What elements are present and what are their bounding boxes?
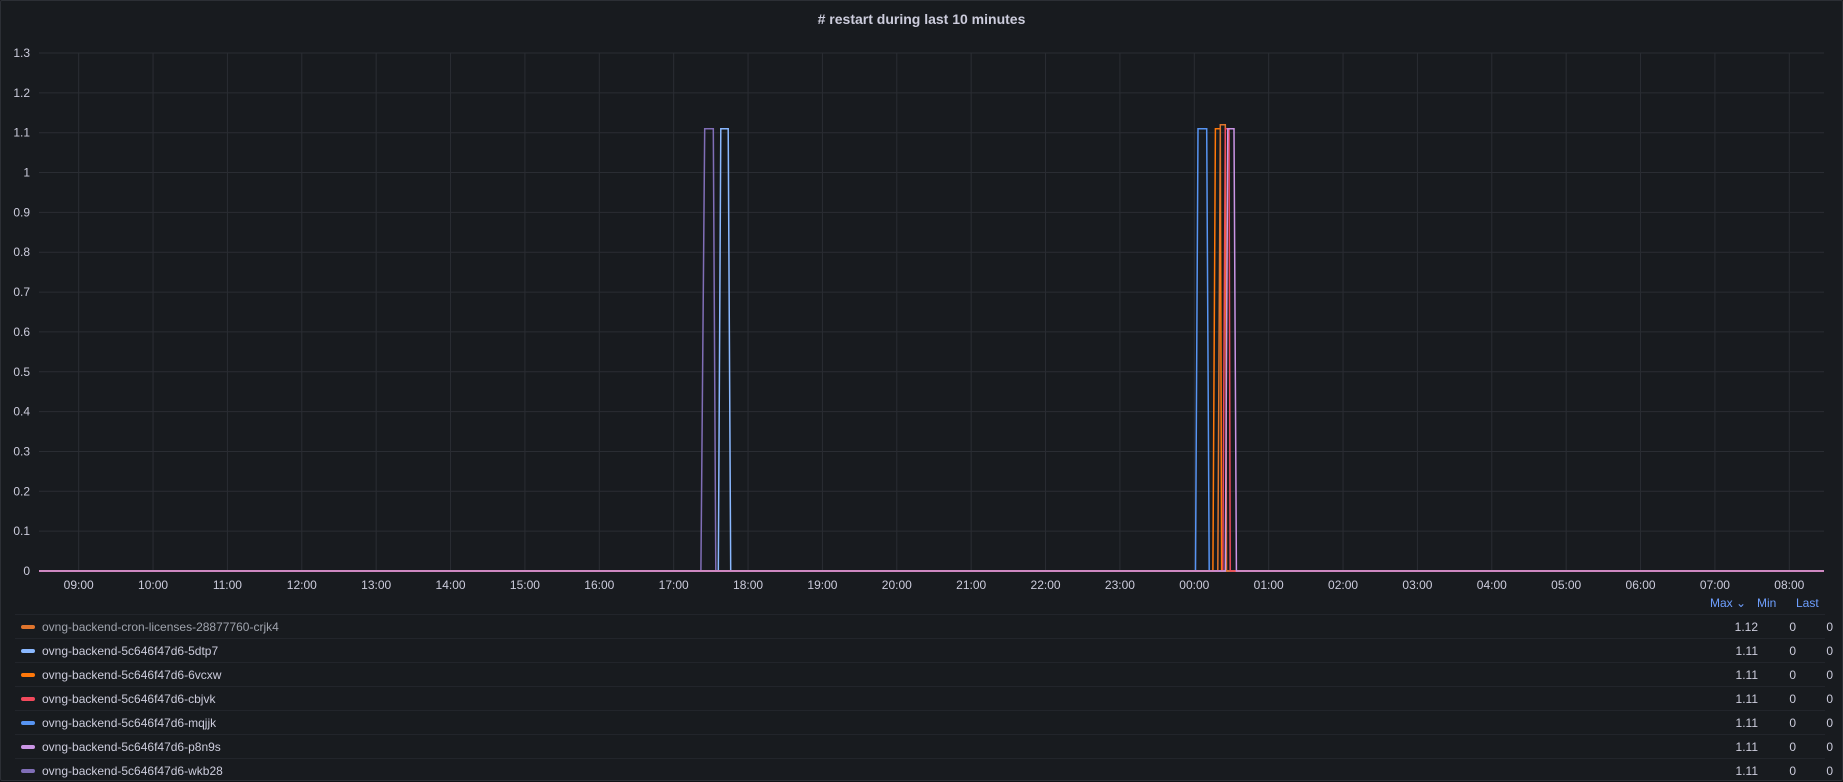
- y-tick-label: 1.3: [13, 46, 30, 60]
- legend-max-value: 1.11: [1735, 764, 1758, 778]
- legend-series-name[interactable]: ovng-backend-5c646f47d6-6vcxw: [42, 668, 222, 682]
- legend-min-value: 0: [1789, 620, 1796, 634]
- x-tick-label: 07:00: [1700, 578, 1730, 592]
- x-tick-label: 21:00: [956, 578, 986, 592]
- legend-max-value: 1.11: [1735, 740, 1758, 754]
- legend-row[interactable]: ovng-backend-5c646f47d6-5dtp7 1.11 0 0: [15, 638, 1833, 662]
- legend-series-name[interactable]: ovng-backend-5c646f47d6-wkb28: [42, 764, 223, 778]
- legend-min-value: 0: [1789, 740, 1796, 754]
- legend-series-name[interactable]: ovng-backend-5c646f47d6-cbjvk: [42, 692, 216, 706]
- legend-color-swatch[interactable]: [21, 769, 35, 773]
- legend-min-value: 0: [1789, 692, 1796, 706]
- panel-title[interactable]: # restart during last 10 minutes: [817, 11, 1026, 27]
- legend-series-name[interactable]: ovng-backend-5c646f47d6-p8n9s: [42, 740, 221, 754]
- y-tick-label: 0.5: [13, 365, 30, 379]
- legend-series-name[interactable]: ovng-backend-5c646f47d6-5dtp7: [42, 644, 219, 658]
- legend-last-value: 0: [1826, 644, 1833, 658]
- x-tick-label: 03:00: [1402, 578, 1432, 592]
- series-line-ovng-backend-5c646f47d6-p8n9s[interactable]: [39, 127, 1824, 572]
- x-tick-label: 06:00: [1626, 578, 1656, 592]
- legend-row[interactable]: ovng-backend-5c646f47d6-cbjvk 1.11 0 0: [15, 686, 1833, 710]
- legend-series-name[interactable]: ovng-backend-5c646f47d6-mqjjk: [42, 716, 217, 730]
- series-line-ovng-backend-5c646f47d6-5dtp7[interactable]: [39, 127, 1824, 572]
- y-tick-label: 0.8: [13, 245, 30, 259]
- legend-color-swatch[interactable]: [21, 721, 35, 725]
- y-tick-label: 1: [23, 166, 30, 180]
- legend-last-value: 0: [1826, 716, 1833, 730]
- x-tick-label: 12:00: [287, 578, 317, 592]
- y-tick-label: 0.3: [13, 444, 30, 458]
- legend-max-value: 1.11: [1735, 716, 1758, 730]
- series-line-ovng-backend-5c646f47d6-mqjjk[interactable]: [39, 127, 1824, 572]
- legend-row[interactable]: ovng-backend-5c646f47d6-p8n9s 1.11 0 0: [15, 734, 1833, 758]
- legend-header-min[interactable]: Min: [1757, 596, 1777, 610]
- legend-color-swatch[interactable]: [21, 625, 35, 629]
- legend-color-swatch[interactable]: [21, 745, 35, 749]
- legend-color-swatch[interactable]: [21, 673, 35, 677]
- y-tick-label: 0.7: [13, 285, 30, 299]
- x-tick-label: 13:00: [361, 578, 391, 592]
- y-tick-label: 0.1: [13, 524, 30, 538]
- x-tick-label: 22:00: [1031, 578, 1061, 592]
- y-tick-label: 0.4: [13, 405, 30, 419]
- legend-header: Max ⌄ Min Last: [1, 593, 1842, 613]
- x-tick-label: 04:00: [1477, 578, 1507, 592]
- legend-last-value: 0: [1826, 668, 1833, 682]
- legend-last-value: 0: [1826, 740, 1833, 754]
- x-tick-label: 14:00: [436, 578, 466, 592]
- x-tick-label: 02:00: [1328, 578, 1358, 592]
- x-tick-label: 09:00: [64, 578, 94, 592]
- legend-min-value: 0: [1789, 668, 1796, 682]
- legend-row[interactable]: ovng-backend-cron-licenses-28877760-crjk…: [15, 614, 1833, 638]
- legend-min-value: 0: [1789, 716, 1796, 730]
- legend-min-value: 0: [1789, 644, 1796, 658]
- legend-color-swatch[interactable]: [21, 697, 35, 701]
- series-line-ovng-backend-5c646f47d6-wkb28[interactable]: [39, 127, 1824, 572]
- legend-max-value: 1.11: [1735, 644, 1758, 658]
- x-tick-label: 10:00: [138, 578, 168, 592]
- legend-min-value: 0: [1789, 764, 1796, 778]
- legend-color-swatch[interactable]: [21, 649, 35, 653]
- x-tick-label: 23:00: [1105, 578, 1135, 592]
- series-line-ovng-backend-5c646f47d6-6vcxw[interactable]: [39, 127, 1824, 572]
- y-tick-label: 0.9: [13, 205, 30, 219]
- x-tick-label: 17:00: [659, 578, 689, 592]
- legend-series-name[interactable]: ovng-backend-cron-licenses-28877760-crjk…: [42, 620, 279, 634]
- series-line-ovng-backend-5c646f47d6-cbjvk[interactable]: [39, 127, 1824, 572]
- y-tick-label: 0: [23, 564, 30, 578]
- x-tick-label: 19:00: [807, 578, 837, 592]
- legend-last-value: 0: [1826, 620, 1833, 634]
- x-tick-label: 11:00: [213, 578, 242, 592]
- legend-max-value: 1.12: [1734, 620, 1758, 634]
- x-tick-label: 05:00: [1551, 578, 1581, 592]
- x-tick-label: 08:00: [1774, 578, 1804, 592]
- legend-last-value: 0: [1826, 692, 1833, 706]
- legend-row[interactable]: ovng-backend-5c646f47d6-6vcxw 1.11 0 0: [15, 662, 1833, 686]
- x-tick-label: 20:00: [882, 578, 912, 592]
- legend-header-max[interactable]: Max ⌄: [1710, 596, 1747, 610]
- x-tick-label: 18:00: [733, 578, 763, 592]
- legend-row[interactable]: ovng-backend-5c646f47d6-wkb28 1.11 0 0: [15, 758, 1833, 782]
- x-tick-label: 01:00: [1254, 578, 1284, 592]
- legend-header-last[interactable]: Last: [1796, 596, 1819, 610]
- legend-last-value: 0: [1826, 764, 1833, 778]
- y-tick-label: 0.2: [13, 484, 30, 498]
- legend-row[interactable]: ovng-backend-5c646f47d6-mqjjk 1.11 0 0: [15, 710, 1833, 734]
- y-tick-label: 0.6: [13, 325, 30, 339]
- x-tick-label: 16:00: [584, 578, 614, 592]
- x-tick-label: 15:00: [510, 578, 540, 592]
- x-tick-label: 00:00: [1179, 578, 1209, 592]
- series-line-ovng-backend-cron-licenses-28877760-crjk4[interactable]: [39, 123, 1824, 572]
- time-series-plot[interactable]: 0 0.1 0.2 0.3 0.4 0.5 0.6 0.7 0.8 0.9 1 1.1 1.2 1.3 09…: [1, 1, 1842, 601]
- y-tick-label: 1.2: [13, 86, 30, 100]
- legend-max-value: 1.11: [1735, 692, 1758, 706]
- legend-max-value: 1.11: [1735, 668, 1758, 682]
- y-tick-label: 1.1: [13, 126, 30, 140]
